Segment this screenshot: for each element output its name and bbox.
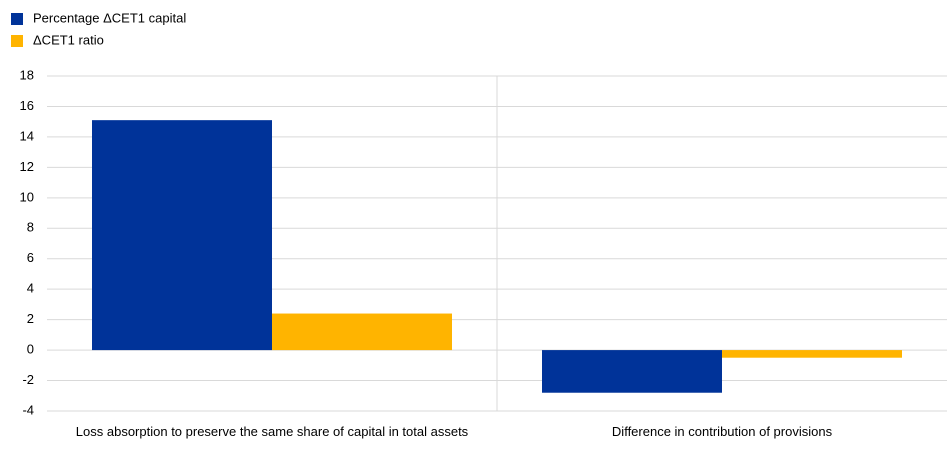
legend-swatch xyxy=(11,13,23,25)
legend-label: ΔCET1 ratio xyxy=(33,32,104,47)
bar xyxy=(722,350,902,358)
y-tick-label: 6 xyxy=(27,250,34,265)
bar xyxy=(272,313,452,351)
legend-swatch xyxy=(11,35,23,47)
y-tick-label: 0 xyxy=(27,342,34,357)
y-tick-label: 16 xyxy=(20,98,34,113)
y-tick-label: -4 xyxy=(22,402,34,417)
legend-label: Percentage ΔCET1 capital xyxy=(33,10,186,25)
y-tick-label: 10 xyxy=(20,189,34,204)
y-tick-label: 18 xyxy=(20,67,34,82)
x-tick-label: Difference in contribution of provisions xyxy=(611,424,833,439)
bar xyxy=(542,350,722,393)
x-tick-label: Loss absorption to preserve the same sha… xyxy=(75,424,469,439)
y-tick-label: 12 xyxy=(20,159,34,174)
y-tick-label: 8 xyxy=(27,220,34,235)
y-tick-label: 14 xyxy=(20,128,34,143)
y-tick-label: -2 xyxy=(22,372,34,387)
y-tick-label: 2 xyxy=(27,311,34,326)
bar xyxy=(92,120,272,351)
y-tick-label: 4 xyxy=(27,281,34,296)
